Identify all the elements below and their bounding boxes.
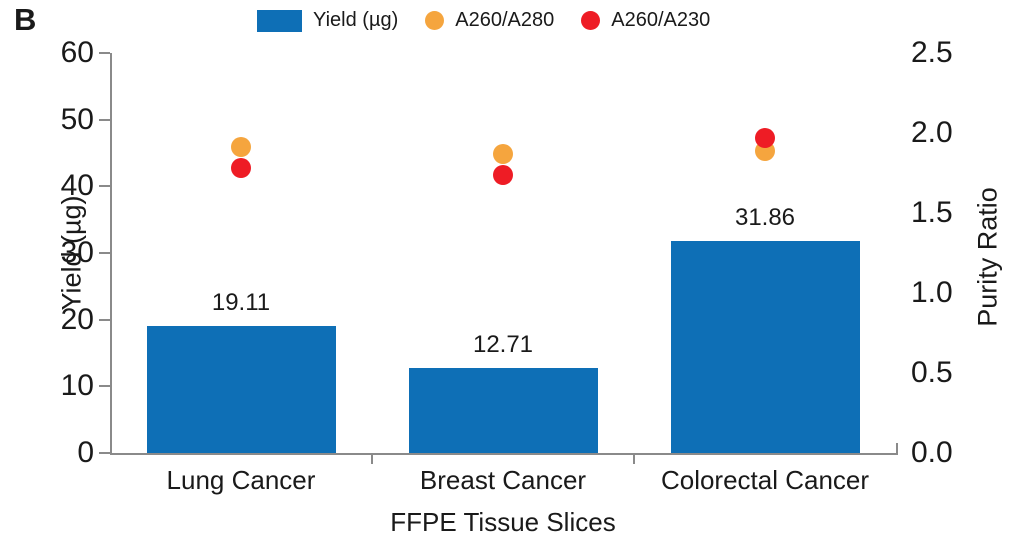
left-axis-tick-label: 40 <box>60 169 94 203</box>
left-axis-tick-label: 0 <box>77 436 94 469</box>
right-axis-tick-label: 1.5 <box>911 196 953 229</box>
left-axis-tick-label: 60 <box>60 36 94 69</box>
a260-a280-dot-icon <box>425 11 445 30</box>
left-axis-tick <box>99 252 110 254</box>
left-axis-tick <box>99 52 110 54</box>
x-category-label: Breast Cancer <box>419 465 587 495</box>
right-axis-tick-label: 2.0 <box>911 116 953 149</box>
yield-swatch-icon <box>257 9 302 32</box>
legend-label-a260-a280: A260/A280 <box>455 9 555 31</box>
right-axis-tick-label: 1.0 <box>911 276 953 309</box>
left-axis-tick <box>99 118 110 121</box>
right-axis-corner-tick <box>896 443 898 455</box>
a260-a230-dot-icon <box>581 11 601 30</box>
yield-bar <box>670 240 860 453</box>
yield-bar <box>146 325 336 453</box>
plot-area: 0 10 20 30 40 50 60 0.0 0.5 1.0 1.5 2.0 2.5 19.11 Lung… <box>61 36 953 495</box>
bar-value-label: 12.71 <box>472 331 534 359</box>
left-axis-tick-label: 50 <box>60 102 94 136</box>
left-axis-spine <box>110 53 112 455</box>
right-axis-tick-label: 0.5 <box>911 356 953 389</box>
x-category-label: Lung Cancer <box>166 465 316 495</box>
yield-bar <box>408 368 598 453</box>
x-axis-boundary-tick <box>371 455 373 464</box>
a260-a280-point <box>231 137 251 158</box>
right-axis-tick-label: 0.0 <box>911 436 953 469</box>
left-axis-tick <box>99 318 110 321</box>
left-axis-tick <box>99 385 110 388</box>
x-category-label: Colorectal Cancer <box>660 465 870 495</box>
legend-item-a260-a280: A260/A280 <box>425 9 554 32</box>
panel-label: B <box>14 2 37 37</box>
bar-value-label: 19.11 <box>211 288 271 316</box>
left-axis-tick-label: 20 <box>60 302 94 336</box>
legend-item-a260-a230: A260/A230 <box>581 9 710 32</box>
left-axis-tick <box>99 185 110 188</box>
legend-label-yield: Yield (µg) <box>313 9 399 31</box>
left-axis-tick-label: 30 <box>60 236 94 269</box>
right-axis-tick-label: 2.5 <box>911 36 953 69</box>
bar-value-label: 31.86 <box>734 203 796 231</box>
bottom-axis-spine <box>110 453 898 455</box>
a260-a230-point <box>231 158 251 179</box>
legend-label-a260-a230: A260/A230 <box>611 9 711 31</box>
a260-a230-point <box>755 127 775 148</box>
a260-a230-point <box>493 164 513 185</box>
x-axis-boundary-tick <box>633 455 635 464</box>
legend-item-yield: Yield (µg) <box>257 9 398 32</box>
left-axis-tick <box>99 452 110 454</box>
x-axis-title: FFPE Tissue Slices <box>390 507 616 537</box>
a260-a280-point <box>493 143 513 164</box>
chart-legend: Yield (µg) A260/A280 A260/A230 <box>257 9 710 32</box>
left-axis-tick-label: 10 <box>60 369 94 403</box>
